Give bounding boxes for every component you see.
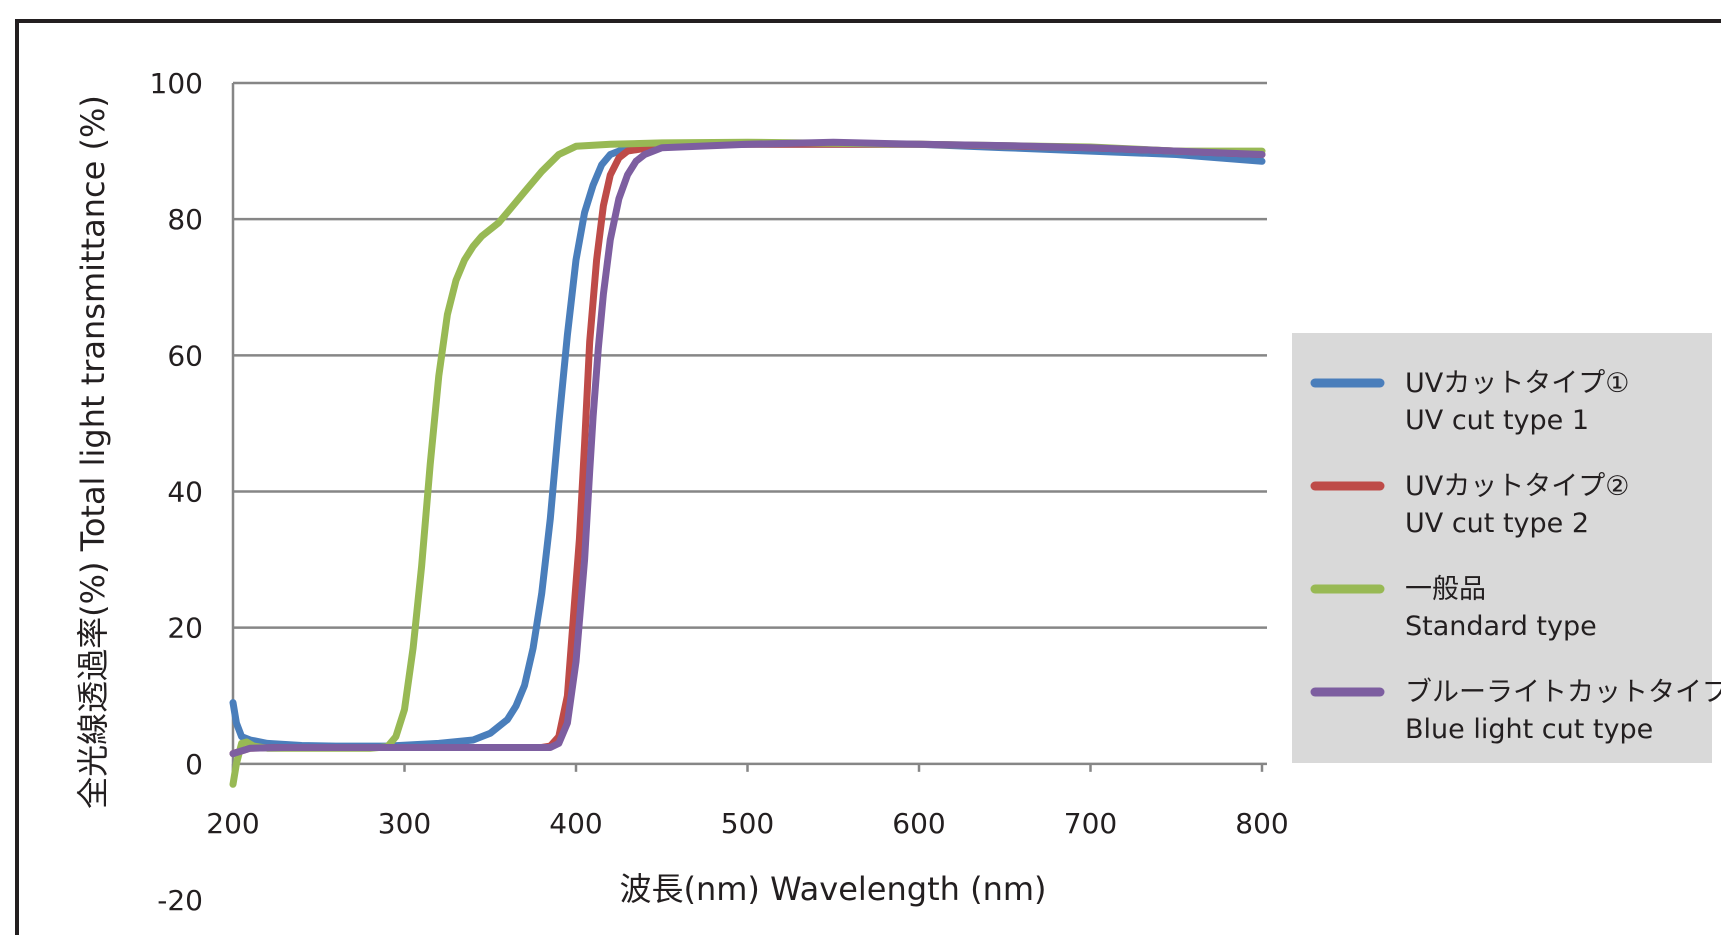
series-line-2 xyxy=(229,140,1266,758)
x-tick-labels: 200 300 400 500 600 700 800 xyxy=(206,807,1288,840)
x-tick-label-400: 400 xyxy=(549,807,602,840)
legend-label-jp-2: UVカットタイプ② xyxy=(1405,471,1629,502)
y-tick-label-80: 80 xyxy=(167,203,203,236)
y-tick-labels: -20 0 20 40 60 80 100 xyxy=(150,67,203,917)
legend-label-jp-4: ブルーライトカットタイプ xyxy=(1405,677,1721,708)
x-tick-label-700: 700 xyxy=(1064,807,1117,840)
y-tick-label-40: 40 xyxy=(167,476,203,509)
legend-label-en-3: Standard type xyxy=(1405,611,1597,642)
legend-label-en-2: UV cut type 2 xyxy=(1405,508,1589,539)
legend: UVカットタイプ① UV cut type 1 UVカットタイプ② UV cut ty… xyxy=(1292,333,1721,763)
x-tick-label-500: 500 xyxy=(721,807,774,840)
grid-lines xyxy=(231,81,1267,772)
y-tick-label-0: 0 xyxy=(185,748,203,781)
series-line-3 xyxy=(229,138,1266,788)
y-tick-label-60: 60 xyxy=(167,339,203,372)
legend-label-en-1: UV cut type 1 xyxy=(1405,405,1589,436)
x-tick-label-600: 600 xyxy=(892,807,945,840)
legend-label-jp-3: 一般品 xyxy=(1405,574,1486,605)
x-tick-label-300: 300 xyxy=(378,807,431,840)
x-tick-label-200: 200 xyxy=(206,807,259,840)
x-axis-label: 波長(nm) Wavelength (nm) xyxy=(619,870,1046,908)
series-lines xyxy=(229,138,1266,788)
frame-border xyxy=(15,19,1721,935)
legend-label-en-4: Blue light cut type xyxy=(1405,714,1653,745)
x-tick-label-800: 800 xyxy=(1235,807,1288,840)
series-line-1 xyxy=(229,140,1266,750)
y-tick-label-20: 20 xyxy=(167,612,203,645)
y-axis-label: 全光線透過率(%) Total light transmittance (%) xyxy=(74,95,112,809)
y-tick-label-100: 100 xyxy=(150,67,203,100)
legend-label-jp-1: UVカットタイプ① xyxy=(1405,368,1629,399)
series-line-4 xyxy=(229,138,1266,758)
y-tick-label--20: -20 xyxy=(157,884,203,917)
